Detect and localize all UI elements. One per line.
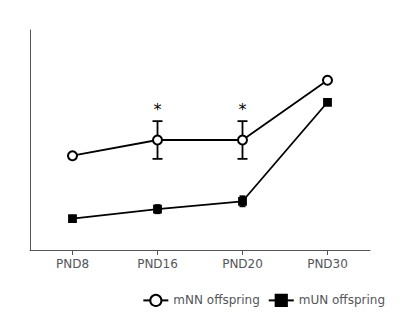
svg-text:*: *	[239, 100, 247, 119]
svg-text:mUN offspring: mUN offspring	[299, 293, 385, 307]
svg-text:PND8: PND8	[56, 257, 89, 271]
svg-text:*: *	[154, 100, 162, 119]
svg-text:PND16: PND16	[137, 257, 178, 271]
svg-text:PND20: PND20	[222, 257, 263, 271]
svg-text:PND30: PND30	[307, 257, 348, 271]
svg-text:mNN offspring: mNN offspring	[173, 293, 259, 307]
